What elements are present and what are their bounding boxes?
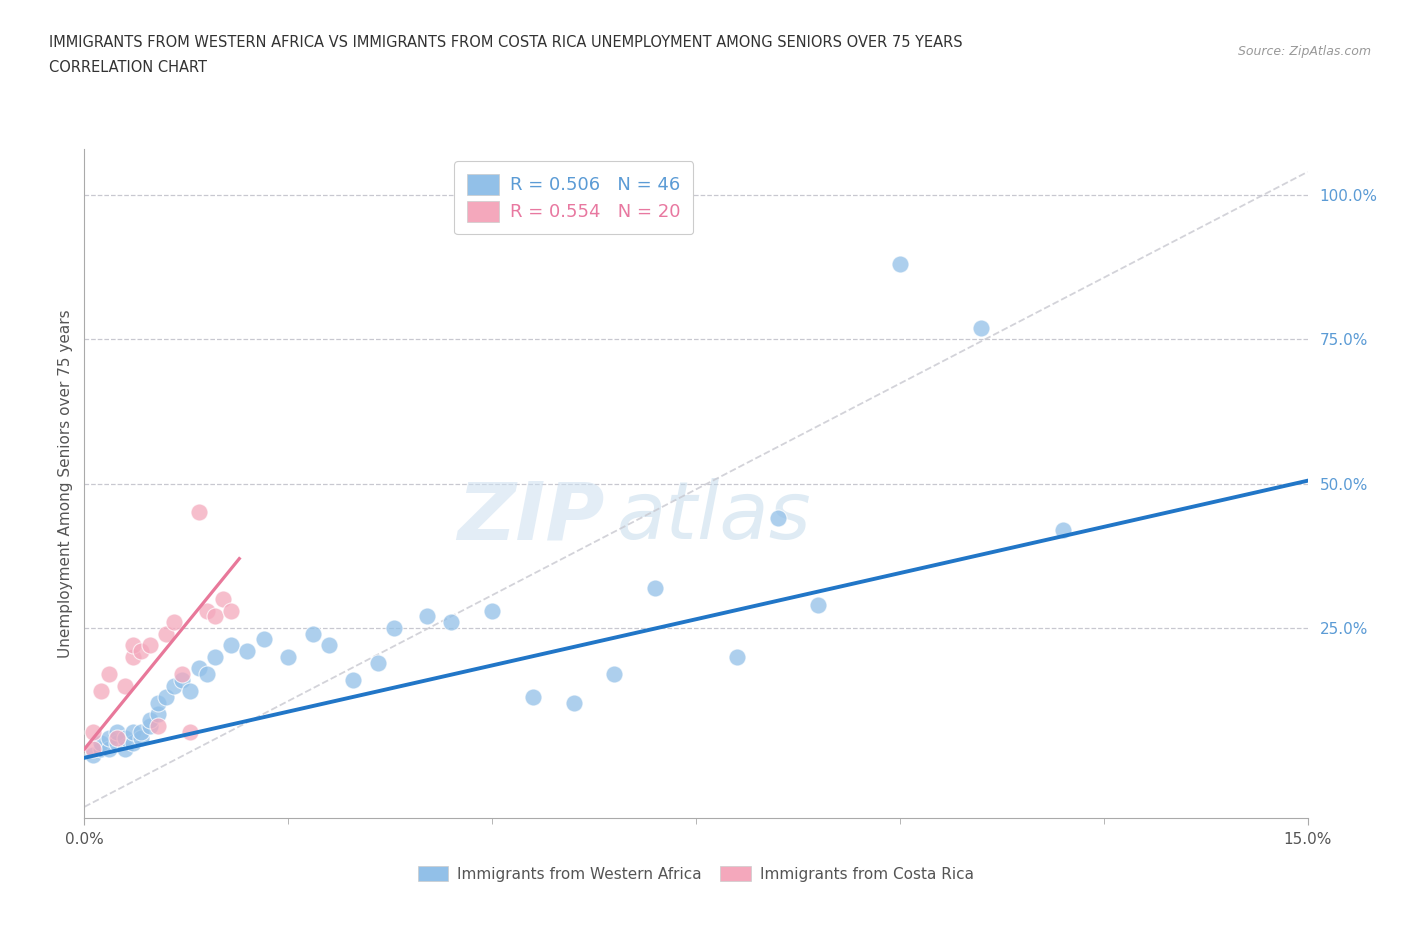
Point [146, 696, 169, 711]
Point [155, 626, 177, 641]
Point [236, 644, 259, 658]
Text: Source: ZipAtlas.com: Source: ZipAtlas.com [1237, 45, 1371, 58]
Point [97, 730, 120, 745]
Point [766, 511, 789, 525]
Point [179, 684, 201, 698]
Point [90, 684, 112, 698]
Point [122, 724, 145, 739]
Point [219, 604, 242, 618]
Point [82, 748, 104, 763]
Point [122, 736, 145, 751]
Point [562, 696, 585, 711]
Point [253, 632, 276, 647]
Text: atlas: atlas [616, 478, 811, 556]
Point [90, 736, 112, 751]
Point [131, 730, 153, 745]
Point [277, 649, 299, 664]
Point [187, 661, 209, 676]
Point [367, 655, 389, 670]
Text: ZIP: ZIP [457, 478, 605, 556]
Point [187, 505, 209, 520]
Point [122, 649, 145, 664]
Point [82, 742, 104, 757]
Point [970, 320, 993, 335]
Point [114, 730, 136, 745]
Point [219, 638, 242, 653]
Point [416, 609, 439, 624]
Point [114, 742, 136, 757]
Point [105, 736, 128, 751]
Point [138, 719, 160, 734]
Point [522, 690, 544, 705]
Point [179, 724, 201, 739]
Point [195, 667, 218, 682]
Point [163, 615, 186, 630]
Point [1052, 523, 1074, 538]
Point [163, 678, 186, 693]
Point [146, 719, 169, 734]
Point [204, 609, 226, 624]
Point [122, 638, 145, 653]
Point [138, 712, 160, 727]
Point [97, 742, 120, 757]
Text: IMMIGRANTS FROM WESTERN AFRICA VS IMMIGRANTS FROM COSTA RICA UNEMPLOYMENT AMONG : IMMIGRANTS FROM WESTERN AFRICA VS IMMIGR… [49, 35, 963, 50]
Point [82, 724, 104, 739]
Point [725, 649, 748, 664]
Point [603, 667, 626, 682]
Point [481, 604, 503, 618]
Point [155, 690, 177, 705]
Point [114, 678, 136, 693]
Point [146, 707, 169, 722]
Y-axis label: Unemployment Among Seniors over 75 years: Unemployment Among Seniors over 75 years [58, 310, 73, 658]
Point [301, 626, 323, 641]
Legend: Immigrants from Western Africa, Immigrants from Costa Rica: Immigrants from Western Africa, Immigran… [412, 859, 980, 888]
Point [204, 649, 226, 664]
Point [138, 638, 160, 653]
Point [342, 672, 364, 687]
Point [318, 638, 340, 653]
Point [105, 724, 128, 739]
Point [90, 742, 112, 757]
Point [440, 615, 463, 630]
Point [172, 672, 194, 687]
Point [212, 591, 235, 606]
Point [172, 667, 194, 682]
Point [131, 724, 153, 739]
Point [382, 620, 405, 635]
Point [131, 644, 153, 658]
Point [644, 580, 666, 595]
Text: CORRELATION CHART: CORRELATION CHART [49, 60, 207, 74]
Point [97, 667, 120, 682]
Point [889, 257, 911, 272]
Point [807, 597, 830, 612]
Point [105, 730, 128, 745]
Point [195, 604, 218, 618]
